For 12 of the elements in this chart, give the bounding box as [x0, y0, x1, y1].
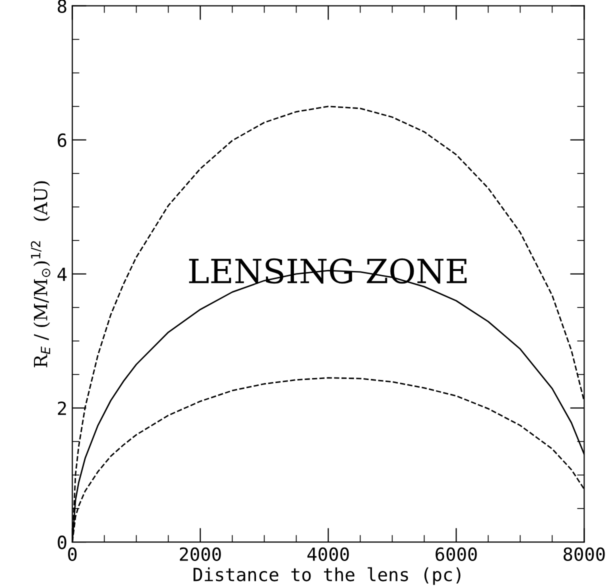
- x-tick-label: 8000: [564, 547, 605, 561]
- x-tick-label: 6000: [436, 547, 477, 561]
- text: R$_{E}$ / (M/M$_{⊙}$)$^{1/2}$ (AU): [30, 181, 50, 368]
- annotation: LENSING ZONE: [189, 258, 467, 284]
- y-tick-label: 2: [58, 402, 66, 415]
- x-tick-label: 0: [68, 547, 77, 561]
- x-tick-label: 4000: [307, 547, 349, 561]
- y-tick-label: 6: [58, 133, 66, 148]
- y-tick-label: 0: [58, 536, 66, 550]
- y-tick-label: 4: [58, 268, 67, 281]
- x-tick-label: 2000: [180, 547, 221, 561]
- x-axis-title: Distance to the lens (pc): [194, 567, 460, 585]
